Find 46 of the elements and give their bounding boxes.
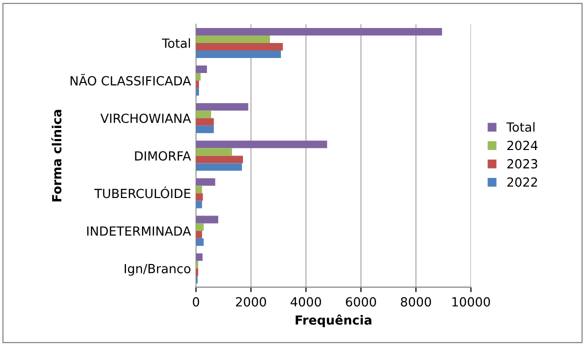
legend-label: 2024 xyxy=(507,140,538,150)
bar xyxy=(196,118,214,126)
bar xyxy=(196,73,201,81)
bar xyxy=(196,126,214,134)
bar xyxy=(196,88,199,96)
bar xyxy=(196,193,203,201)
x-tick-label: 4000 xyxy=(290,297,322,307)
y-tick-label: INDETERMINADA xyxy=(87,226,192,236)
y-tick-label: NÃO CLASSIFICADA xyxy=(70,74,192,86)
bar xyxy=(196,260,198,268)
y-tick-label: VIRCHOWIANA xyxy=(100,114,192,124)
bar xyxy=(196,223,204,231)
bar xyxy=(196,253,203,261)
x-axis-title: Frequência xyxy=(296,314,372,328)
bar xyxy=(196,268,198,276)
bar xyxy=(196,66,207,74)
bar xyxy=(196,43,283,51)
legend-label: Total xyxy=(506,122,534,132)
bar xyxy=(196,80,199,88)
x-tick-label: 6000 xyxy=(346,297,376,307)
bar xyxy=(196,186,202,194)
y-tick-label: Ign/Branco xyxy=(124,264,190,276)
y-axis-title: Forma clínica xyxy=(51,110,62,202)
bar xyxy=(196,110,212,118)
bar xyxy=(196,238,204,246)
x-tick-label: 0 xyxy=(192,297,200,307)
bar xyxy=(196,200,202,208)
bar xyxy=(196,230,202,238)
bar xyxy=(196,103,248,111)
bar xyxy=(196,163,242,171)
bar xyxy=(196,50,281,58)
bar xyxy=(196,216,218,224)
bar xyxy=(196,156,243,164)
x-tick-label: 2000 xyxy=(236,297,266,307)
y-tick-label: DIMORFA xyxy=(135,151,192,161)
bar xyxy=(196,148,232,156)
bar xyxy=(196,28,442,36)
x-tick-label: 10000 xyxy=(452,297,490,307)
bar xyxy=(196,35,270,44)
bar xyxy=(196,178,216,186)
bar xyxy=(196,140,328,148)
legend-label: 2022 xyxy=(507,177,537,187)
y-tick-label: TUBERCULÓIDE xyxy=(94,186,190,198)
legend-label: 2023 xyxy=(507,159,538,168)
x-tick-label: 8000 xyxy=(400,297,432,307)
y-tick-label: Total xyxy=(162,38,190,48)
